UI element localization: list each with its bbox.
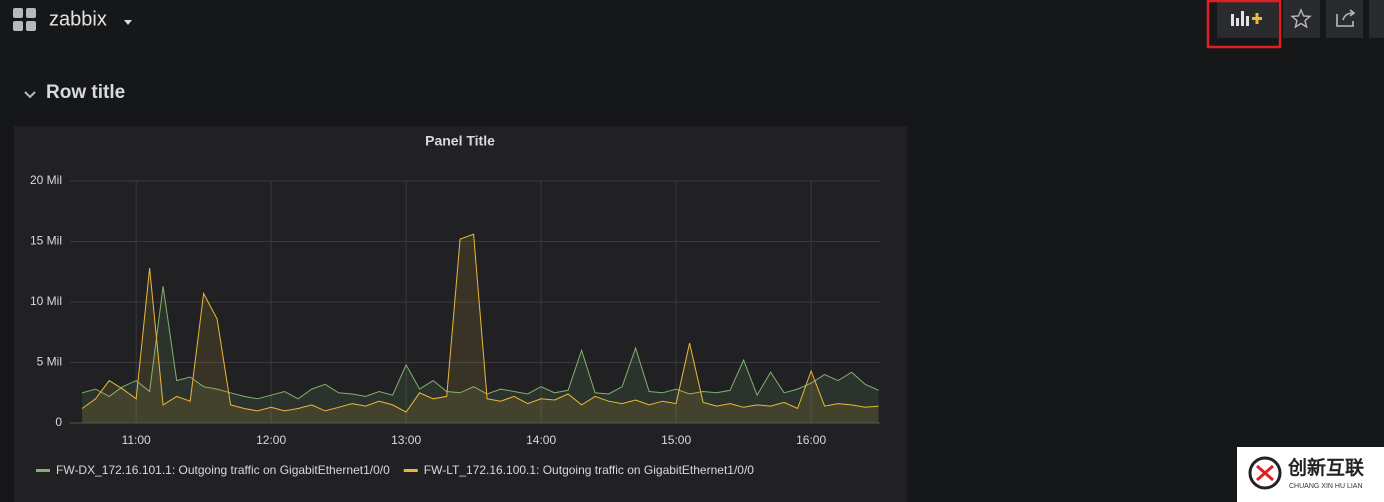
y-tick-label: 20 Mil bbox=[30, 173, 62, 187]
x-tick-label: 12:00 bbox=[256, 433, 286, 447]
add-panel-icon bbox=[1231, 11, 1262, 26]
watermark-subtitle: CHUANG XIN HU LIAN bbox=[1289, 483, 1363, 490]
watermark-logo-mark bbox=[1256, 464, 1274, 482]
panel bbox=[14, 126, 907, 502]
y-tick-label: 10 Mil bbox=[30, 294, 62, 308]
y-tick-label: 0 bbox=[55, 415, 62, 429]
share-icon bbox=[1336, 9, 1356, 27]
legend-swatch bbox=[36, 469, 50, 472]
dashboard-icon[interactable] bbox=[13, 8, 36, 31]
y-tick-label: 15 Mil bbox=[30, 234, 62, 248]
x-tick-label: 15:00 bbox=[661, 433, 691, 447]
star-button[interactable] bbox=[1283, 0, 1320, 38]
watermark-name: 创新互联 bbox=[1287, 456, 1364, 479]
dashboard-name[interactable]: zabbix bbox=[49, 8, 107, 30]
dropdown-caret[interactable] bbox=[124, 20, 132, 25]
series-line bbox=[81, 286, 879, 400]
share-button[interactable] bbox=[1326, 0, 1363, 38]
x-tick-label: 16:00 bbox=[796, 433, 826, 447]
series-area bbox=[82, 234, 879, 423]
star-icon bbox=[1290, 8, 1312, 29]
panel-title[interactable]: Panel Title bbox=[425, 133, 495, 149]
save-button[interactable] bbox=[1369, 0, 1384, 38]
highlight-box bbox=[1206, 0, 1282, 49]
x-tick-label: 11:00 bbox=[122, 433, 151, 447]
legend-swatch bbox=[403, 469, 418, 472]
legend-entry[interactable]: FW-DX_172.16.101.1: Outgoing traffic on … bbox=[56, 463, 390, 477]
series-line bbox=[81, 233, 879, 413]
row-collapse-icon[interactable] bbox=[24, 91, 36, 99]
plot: 0 5 Mil 10 Mil 15 Mil 20 Mil 11:00 12:00 13:00 1… bbox=[30, 173, 880, 477]
x-tick-label: 14:00 bbox=[526, 433, 556, 447]
row-title[interactable]: Row title bbox=[46, 82, 125, 103]
x-tick-label: 13:00 bbox=[391, 433, 421, 447]
watermark-logo bbox=[1248, 456, 1282, 490]
legend-entry[interactable]: FW-LT_172.16.100.1: Outgoing traffic on … bbox=[424, 463, 755, 477]
y-tick-label: 5 Mil bbox=[37, 355, 62, 369]
